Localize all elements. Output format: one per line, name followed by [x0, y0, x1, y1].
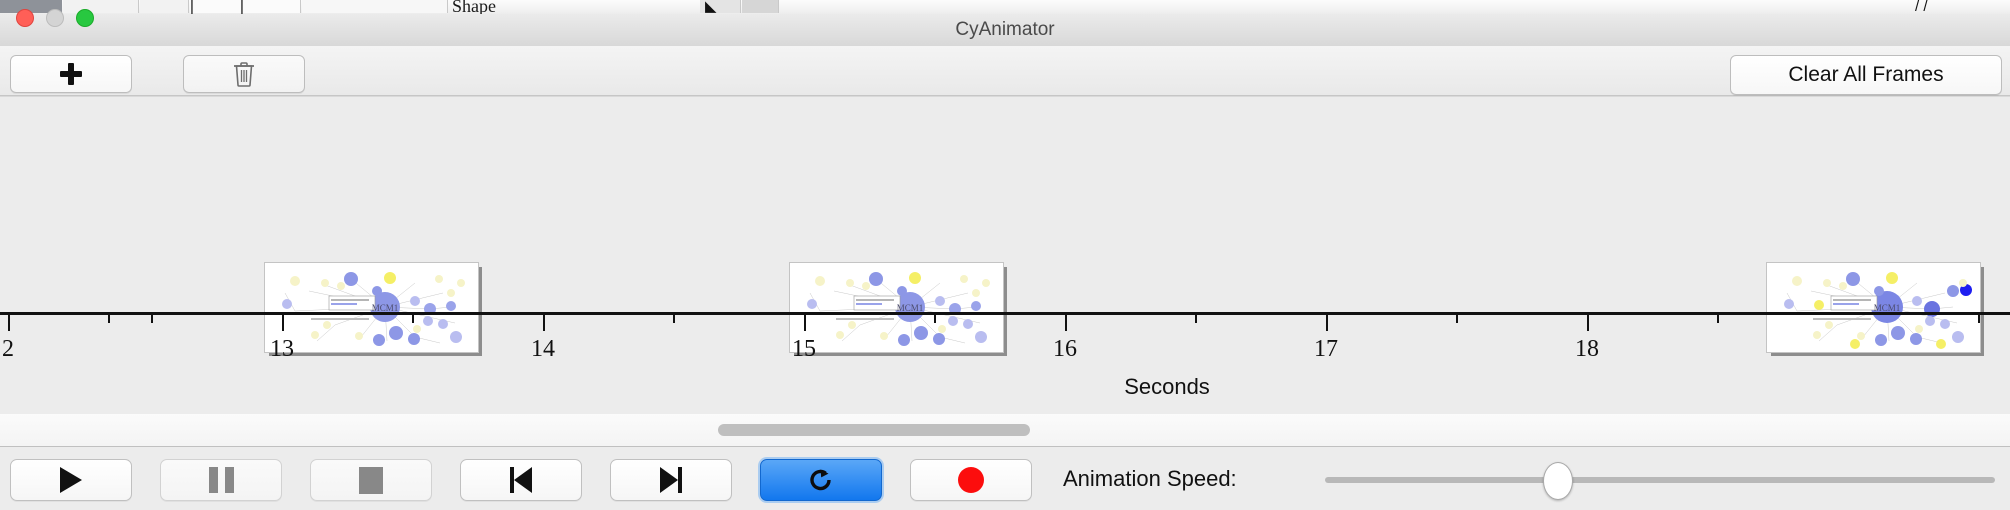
plus-icon — [60, 63, 82, 85]
axis-tick-label: 2 — [2, 336, 14, 362]
background-window-chip — [302, 0, 448, 13]
last-frame-button[interactable] — [610, 459, 732, 501]
axis-tick-label: 14 — [531, 336, 555, 362]
axis-tick-minor — [1195, 314, 1197, 323]
axis-tick-major — [8, 314, 10, 331]
loop-icon — [810, 469, 831, 491]
trash-icon — [234, 62, 254, 87]
axis-tick-minor — [673, 314, 675, 323]
axis-tick-minor — [108, 314, 110, 323]
axis-tick-major — [1065, 314, 1067, 331]
network-graph-preview: MCM1 — [1784, 272, 1972, 349]
thumbnail-image: MCM1 — [789, 262, 1004, 353]
axis-tick-label: 15 — [792, 336, 816, 362]
axis-tick-minor — [1717, 314, 1719, 323]
animation-speed-label: Animation Speed: — [1063, 466, 1237, 491]
timeline-panel[interactable]: MCM1 — [0, 96, 2010, 415]
timeline-divider — [0, 96, 2010, 97]
pause-icon — [208, 467, 234, 493]
play-button[interactable] — [10, 459, 132, 501]
axis-title: Seconds — [1124, 374, 1210, 399]
axis-tick-minor — [1978, 314, 1980, 323]
zoom-button[interactable] — [76, 9, 94, 27]
background-window-label: Shape — [452, 0, 496, 15]
timeline-scrollbar-thumb[interactable] — [718, 424, 1030, 436]
thumbnail-image: MCM1 — [264, 262, 479, 353]
first-frame-button[interactable] — [460, 459, 582, 501]
axis-tick-major — [543, 314, 545, 331]
background-window-glyph: / / — [1915, 0, 1928, 15]
background-window-glyph: ◣ — [705, 0, 717, 15]
axis-tick-major — [282, 314, 284, 331]
background-window-strip: | | ◣ / / Shape — [0, 0, 2010, 15]
axis-tick-minor — [412, 314, 414, 323]
frame-thumbnail[interactable]: MCM1 — [789, 262, 1007, 356]
window-title: CyAnimator — [955, 19, 1055, 40]
record-icon — [958, 467, 984, 493]
graph-center-label: MCM1 — [372, 303, 399, 313]
animation-speed-slider-track[interactable] — [1325, 477, 1995, 483]
stop-icon — [359, 466, 383, 494]
axis-tick-label: 18 — [1575, 336, 1599, 362]
clear-all-frames-button[interactable]: Clear All Frames — [1730, 55, 2002, 95]
play-icon — [60, 467, 82, 493]
frame-thumbnail[interactable]: MCM1 — [1766, 262, 1984, 356]
background-window-chip — [140, 0, 189, 13]
record-button[interactable] — [910, 459, 1032, 501]
network-graph-preview: MCM1 — [282, 272, 465, 346]
loop-button[interactable] — [760, 459, 882, 501]
axis-tick-major — [804, 314, 806, 331]
minimize-button[interactable] — [46, 9, 64, 27]
background-window-glyph: | — [240, 0, 244, 15]
stop-button[interactable] — [310, 459, 432, 501]
graph-center-label: MCM1 — [1874, 303, 1901, 313]
timeline-axis — [0, 312, 2010, 315]
delete-frame-button[interactable] — [183, 55, 305, 93]
background-window-chip — [700, 0, 741, 13]
background-window-chip — [742, 0, 779, 13]
axis-tick-label: 13 — [270, 336, 294, 362]
axis-tick-major — [1326, 314, 1328, 331]
axis-tick-label: 17 — [1314, 336, 1338, 362]
skip-back-icon — [510, 467, 532, 493]
pause-button[interactable] — [160, 459, 282, 501]
axis-tick-major — [1587, 314, 1589, 331]
background-window-titlebar — [0, 0, 62, 13]
graph-center-label: MCM1 — [897, 303, 924, 313]
add-frame-button[interactable] — [10, 55, 132, 93]
background-window-glyph: | — [190, 0, 194, 15]
axis-tick-minor — [151, 314, 153, 323]
thumbnail-image: MCM1 — [1766, 262, 1981, 353]
axis-tick-label: 16 — [1053, 336, 1077, 362]
skip-forward-icon — [660, 467, 682, 493]
animation-speed-slider-thumb[interactable] — [1543, 462, 1573, 500]
network-graph-preview: MCM1 — [807, 272, 990, 346]
title-bar — [0, 14, 2010, 47]
close-button[interactable] — [16, 9, 34, 27]
axis-tick-minor — [934, 314, 936, 323]
background-window-chip — [190, 0, 301, 13]
toolbar — [0, 46, 2010, 96]
frame-thumbnail[interactable]: MCM1 — [264, 262, 482, 356]
background-window-chip — [63, 0, 139, 13]
axis-tick-minor — [1456, 314, 1458, 323]
